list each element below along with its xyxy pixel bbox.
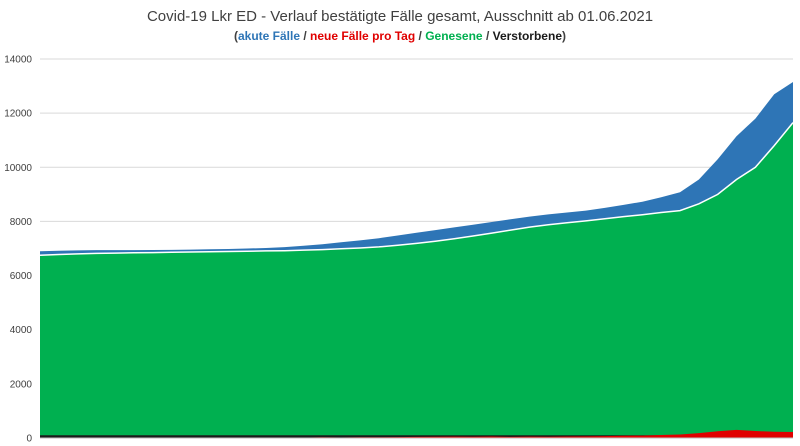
series-area-recovered xyxy=(40,122,793,438)
legend-item-active-cases: akute Fälle xyxy=(237,29,301,43)
legend-item-new-cases: neue Fälle pro Tag xyxy=(310,29,416,43)
chart-legend-line: (akute Fälle / neue Fälle pro Tag / Gene… xyxy=(0,29,800,43)
y-tick-label: 14000 xyxy=(4,55,32,66)
y-tick-label: 12000 xyxy=(4,109,32,120)
legend-close-paren: ) xyxy=(562,29,566,43)
y-tick-label: 8000 xyxy=(10,217,33,228)
series-area-new-cases xyxy=(40,429,793,438)
legend-open-paren: ( xyxy=(233,29,238,43)
legend-separator: / xyxy=(418,29,422,43)
legend-item-deaths: Verstorbene xyxy=(492,29,562,43)
y-tick-label: 6000 xyxy=(10,271,33,282)
y-tick-label: 2000 xyxy=(10,379,33,390)
legend-separator: / xyxy=(303,29,307,43)
y-tick-label: 0 xyxy=(26,434,32,445)
y-tick-label: 4000 xyxy=(10,325,33,336)
legend-separator: / xyxy=(485,29,490,43)
series-divider-line xyxy=(39,122,794,257)
series-area-active-cases xyxy=(40,82,793,256)
legend-item-recovered: Genesene xyxy=(425,29,483,43)
y-tick-label: 10000 xyxy=(4,163,32,174)
chart-title: Covid-19 Lkr ED - Verlauf bestätigte Fäl… xyxy=(146,8,654,25)
